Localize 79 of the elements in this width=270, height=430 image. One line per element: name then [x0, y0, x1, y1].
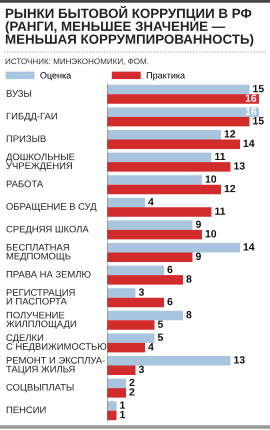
bar: [107, 252, 192, 262]
bar: [107, 84, 250, 94]
bar: [107, 288, 136, 298]
data-label: 8: [186, 275, 192, 283]
bar: [107, 130, 221, 140]
bar: [107, 230, 202, 240]
y-tick-label: СРЕДНЯЯ ШКОЛА: [6, 226, 89, 234]
data-label: 14: [244, 140, 255, 147]
data-label: 10: [206, 175, 216, 183]
bar: [107, 366, 136, 375]
data-label: 16: [246, 108, 256, 115]
data-label: 13: [234, 162, 245, 170]
y-tick-label: ПЕНСИИ: [6, 406, 46, 414]
data-label: 2: [129, 378, 134, 386]
y-tick-label: РЕГИСТРАЦИЯ И ПАСПОРТА: [6, 289, 75, 305]
y-tick-label: РЕМОНТ И ЭКСПЛУА- ТАЦИЯ ЖИЛЬЯ: [6, 356, 105, 374]
bar: [107, 298, 164, 308]
data-label: 12: [224, 184, 236, 192]
data-label: 3: [138, 288, 144, 296]
bar: [107, 162, 230, 172]
y-tick-label: РАБОТА: [6, 180, 44, 188]
data-label: 11: [215, 152, 226, 160]
bar: [107, 333, 154, 343]
data-label: 6: [167, 266, 172, 274]
bar: [107, 342, 145, 352]
y-tick-label: СОЦВЫПЛАТЫ: [6, 384, 74, 392]
data-label: 9: [196, 220, 201, 228]
y-tick-label: ПОЛУЧЕНИЕ ЖИЛПЛОЩАДИ: [6, 312, 76, 330]
bar: [107, 220, 192, 230]
bar: [107, 378, 126, 388]
data-label: 15: [253, 117, 264, 124]
bar: [107, 320, 154, 330]
bar: [107, 275, 183, 285]
bar: [107, 243, 240, 252]
data-label: 8: [186, 310, 192, 318]
data-label: 15: [253, 85, 264, 92]
bar: [107, 175, 202, 185]
data-label: 9: [196, 252, 201, 260]
bar: [107, 198, 145, 208]
y-tick-label: ГИБДД-ГАИ: [6, 112, 57, 122]
data-label: 4: [148, 343, 154, 350]
data-label: 11: [215, 208, 226, 215]
bar: [107, 140, 240, 149]
y-tick-label: ОБРАЩЕНИЕ В СУД: [6, 203, 96, 212]
bar: [107, 401, 116, 411]
bar: [107, 94, 259, 104]
data-label: 13: [234, 356, 245, 364]
legend-label: Практика: [146, 72, 186, 80]
bar: [107, 207, 212, 217]
data-label: 10: [206, 230, 216, 238]
y-tick-label: ПРИЗЫВ: [6, 135, 46, 142]
text: ИСТОЧНИК: МИНЭКОНОМИКИ, ФОМ.: [6, 58, 148, 66]
bar: [107, 388, 126, 398]
data-label: 12: [224, 130, 236, 138]
bar: [107, 152, 212, 162]
data-label: 1: [120, 410, 126, 418]
data-label: 4: [148, 198, 154, 206]
data-label: 5: [158, 334, 164, 341]
data-label: 16: [246, 94, 256, 102]
data-label: 14: [244, 243, 255, 250]
bar: [107, 356, 230, 366]
y-tick-label: БЕСПЛАТНАЯ МЕДПОМОЩЬ: [6, 244, 70, 262]
y-tick-label: ПРАВА НА ЗЕМЛЮ: [6, 270, 91, 278]
data-label: 5: [158, 320, 164, 328]
bar: [107, 266, 164, 276]
data-label: 6: [167, 298, 172, 306]
bar: [107, 184, 221, 194]
data-label: 2: [129, 388, 134, 396]
y-tick-label: ВУЗЫ: [6, 90, 32, 97]
bar: [107, 310, 183, 320]
bar: [107, 107, 259, 117]
legend-label: Оценка: [40, 72, 72, 80]
chart-title: РЫНКИ БЫТОВОЙ КОРРУПЦИИ В РФ (РАНГИ, МЕНЬШЕЕ ЗНАЧЕНИЕ — МЕНЬШАЯ КОРРУМПИРОВАННОСТЬ): [6, 6, 254, 47]
bar: [107, 116, 250, 126]
bar: [107, 410, 116, 420]
y-tick-label: ДОШКОЛЬНЫЕ УЧРЕЖДЕНИЯ: [6, 154, 75, 171]
y-tick-label: СДЕЛКИ С НЕДВИЖИМОСТЬЮ: [6, 334, 106, 352]
data-label: 1: [120, 401, 126, 409]
data-label: 3: [138, 366, 144, 374]
